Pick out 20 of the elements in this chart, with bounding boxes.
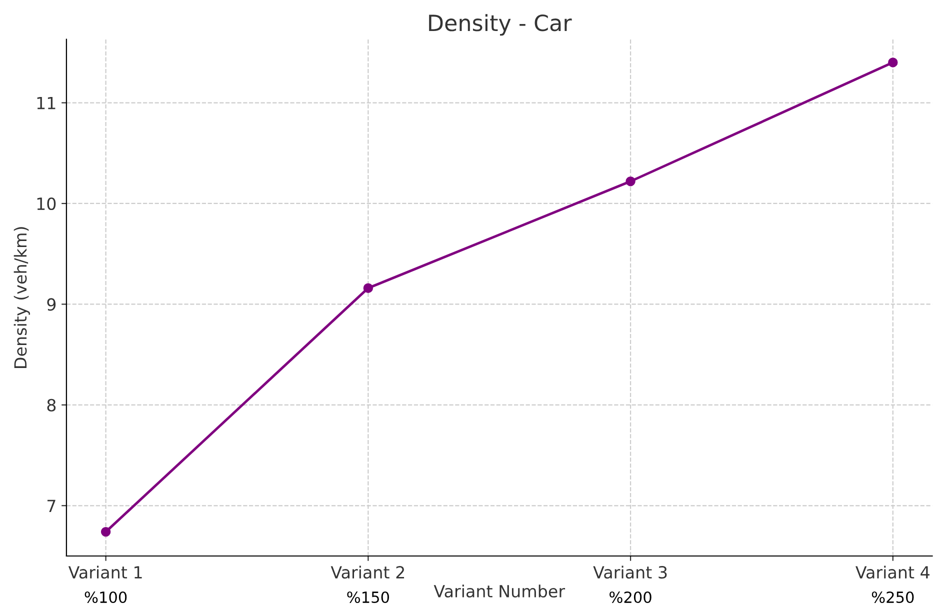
point (100, 526, 111, 537)
point (626, 176, 636, 186)
y-tick-label: 11 (37, 96, 56, 110)
y-tick-label: 7 (47, 500, 56, 512)
chart-title: Density - Car (429, 14, 572, 36)
x-tick-label: Variant 1 (68, 566, 142, 579)
text: %150 (347, 591, 389, 604)
x-tick-label: Variant 2 (330, 566, 404, 579)
y-tick-label: 8 (47, 398, 56, 412)
x-axis-title: Variant Number (434, 584, 566, 598)
y-tick-label: 9 (47, 298, 56, 311)
text: %100 (84, 591, 127, 604)
y-tick-label: 10 (37, 197, 56, 210)
point (363, 283, 374, 293)
point (888, 58, 898, 68)
text: %200 (610, 591, 652, 604)
x-tick-label: Variant 3 (593, 566, 667, 579)
x-tick-label: Variant 4 (856, 566, 930, 579)
text: %250 (872, 591, 914, 604)
y-axis-title: Density (veh/km) (14, 227, 30, 368)
